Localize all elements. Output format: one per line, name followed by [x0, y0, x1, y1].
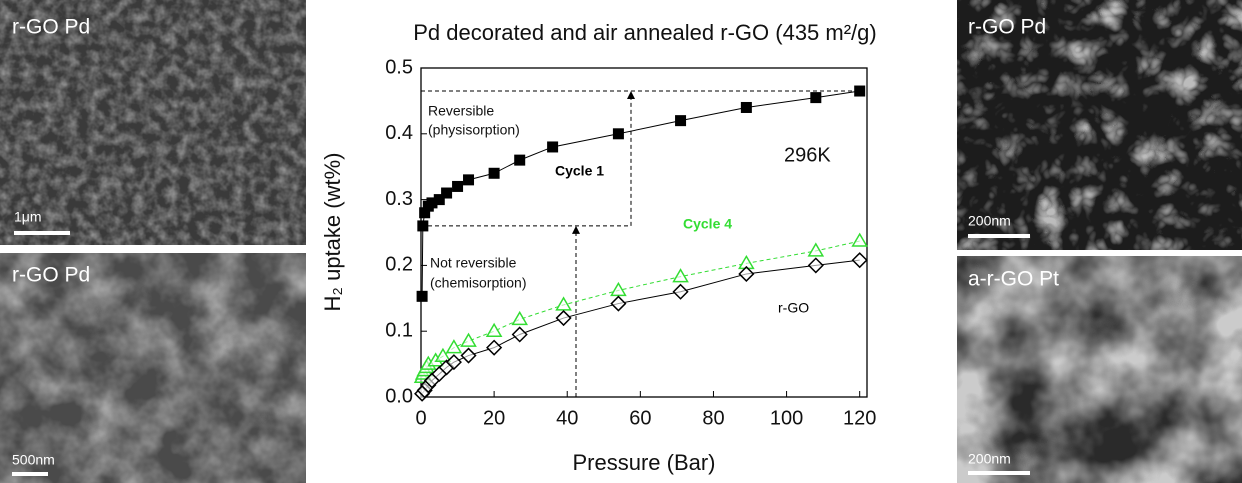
data-point — [452, 180, 464, 192]
x-tick-label: 40 — [556, 407, 578, 429]
data-point — [851, 232, 868, 247]
data-point — [417, 220, 429, 232]
data-point — [672, 268, 689, 283]
data-point — [738, 265, 755, 283]
x-tick-label: 0 — [415, 407, 426, 429]
sem-texture — [957, 256, 1242, 483]
data-point — [807, 257, 824, 274]
chart-title: Pd decorated and air annealed r-GO (435 … — [413, 20, 876, 45]
arrow-head — [627, 91, 635, 100]
annotation: Reversible — [428, 103, 494, 119]
data-point — [445, 354, 462, 371]
data-point — [434, 347, 452, 362]
y-tick-label: 0.0 — [385, 385, 413, 407]
scale-label: 200nm — [968, 213, 1011, 229]
sem-texture — [0, 253, 306, 483]
data-point — [460, 332, 477, 347]
data-point — [460, 347, 477, 364]
data-point — [485, 322, 503, 337]
data-point — [675, 115, 687, 127]
scale-label: 200nm — [968, 451, 1011, 467]
annotation: 296K — [784, 144, 831, 166]
data-point — [419, 207, 431, 219]
data-point — [547, 141, 559, 153]
data-point — [854, 85, 866, 97]
annotation: Not reversible — [430, 255, 517, 271]
data-point — [610, 295, 627, 312]
series-label: r-GO — [778, 300, 809, 316]
annotation: (physisorption) — [428, 122, 520, 138]
panel-label: r-GO Pd — [968, 16, 1046, 39]
x-tick-label: 80 — [702, 407, 724, 429]
data-point — [810, 92, 822, 104]
series-label: Cycle 1 — [555, 163, 604, 179]
data-point — [555, 309, 572, 327]
data-point — [463, 174, 475, 186]
x-tick-label: 120 — [843, 407, 876, 429]
scale-label: 1μm — [14, 209, 42, 225]
x-tick-label: 60 — [629, 407, 651, 429]
data-point — [445, 339, 463, 354]
data-point — [672, 283, 689, 300]
sem-texture — [0, 0, 306, 245]
sem-texture — [957, 0, 1242, 250]
data-point — [807, 242, 825, 257]
panel-label: r-GO Pd — [12, 264, 90, 287]
data-point — [416, 290, 428, 302]
data-point — [486, 339, 503, 356]
data-point — [514, 154, 526, 166]
scale-label: 500nm — [12, 452, 55, 468]
arrow-head — [572, 225, 580, 234]
data-point — [426, 197, 438, 209]
data-point — [555, 296, 572, 311]
annotation: (chemisorption) — [430, 275, 526, 291]
data-point — [610, 281, 627, 297]
data-point — [488, 167, 500, 179]
plot-frame — [420, 67, 868, 398]
data-point — [612, 128, 624, 140]
data-point — [851, 252, 868, 269]
panel-label: r-GO Pd — [12, 16, 90, 39]
y-tick-label: 0.3 — [385, 188, 413, 210]
x-tick-label: 100 — [770, 407, 803, 429]
panel-label: a-r-GO Pt — [968, 268, 1059, 291]
y-tick-label: 0.2 — [385, 254, 413, 276]
y-tick-label: 0.5 — [385, 56, 413, 78]
data-point — [433, 194, 445, 206]
y-axis-label: H₂ uptake (wt%) — [320, 153, 345, 312]
x-tick-label: 20 — [483, 407, 505, 429]
series-label: Cycle 4 — [683, 216, 732, 232]
y-tick-label: 0.4 — [385, 122, 413, 144]
y-tick-label: 0.1 — [385, 319, 413, 341]
data-point — [441, 187, 453, 199]
data-point — [740, 101, 752, 113]
data-point — [511, 310, 529, 326]
data-point — [511, 326, 528, 343]
x-axis-label: Pressure (Bar) — [572, 450, 715, 475]
